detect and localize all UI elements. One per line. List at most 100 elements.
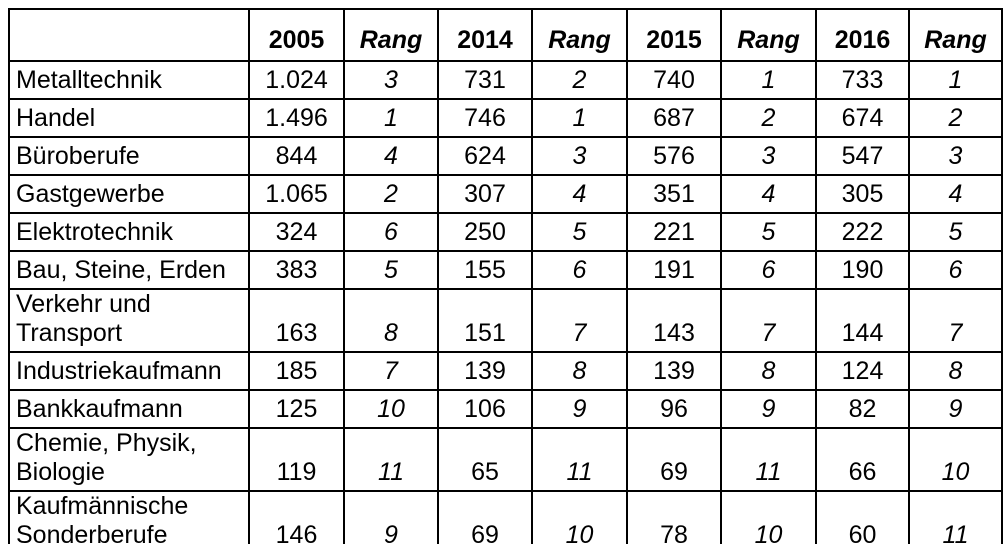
rank-value: 10	[343, 389, 439, 429]
rank-value: 7	[531, 288, 628, 353]
count-value: 674	[815, 98, 910, 138]
table-row: Gastgewerbe 1.065 2 307 4 351 4 305 4	[8, 174, 1003, 214]
header-row: 2005 Rang 2014 Rang 2015 Rang 2016 Rang	[8, 8, 1003, 62]
count-value: 687	[626, 98, 722, 138]
rank-value: 8	[343, 288, 439, 353]
rank-value: 6	[908, 250, 1003, 290]
rank-value: 8	[720, 351, 817, 391]
count-value: 60	[815, 490, 910, 544]
rank-value: 11	[908, 490, 1003, 544]
rank-value: 7	[343, 351, 439, 391]
row-label: Kaufmännische Sonderberufe	[8, 490, 250, 544]
year-column-header: 2014	[437, 8, 533, 62]
count-value: 65	[437, 427, 533, 492]
rank-value: 2	[343, 174, 439, 214]
rank-value: 4	[343, 136, 439, 176]
count-value: 119	[248, 427, 345, 492]
rank-value: 4	[908, 174, 1003, 214]
rank-value: 4	[531, 174, 628, 214]
rank-value: 1	[720, 60, 817, 100]
year-column-header: 2015	[626, 8, 722, 62]
rank-value: 9	[908, 389, 1003, 429]
rank-value: 3	[908, 136, 1003, 176]
count-value: 124	[815, 351, 910, 391]
count-value: 307	[437, 174, 533, 214]
rank-value: 5	[343, 250, 439, 290]
count-value: 624	[437, 136, 533, 176]
count-value: 324	[248, 212, 345, 252]
count-value: 740	[626, 60, 722, 100]
year-column-header: 2016	[815, 8, 910, 62]
count-value: 746	[437, 98, 533, 138]
count-value: 351	[626, 174, 722, 214]
count-value: 185	[248, 351, 345, 391]
rank-value: 1	[531, 98, 628, 138]
rank-value: 10	[531, 490, 628, 544]
count-value: 731	[437, 60, 533, 100]
rank-value: 11	[343, 427, 439, 492]
rang-column-header: Rang	[531, 8, 628, 62]
rank-value: 11	[531, 427, 628, 492]
rank-value: 6	[720, 250, 817, 290]
rank-value: 9	[531, 389, 628, 429]
count-value: 139	[626, 351, 722, 391]
count-value: 82	[815, 389, 910, 429]
count-value: 163	[248, 288, 345, 353]
count-value: 139	[437, 351, 533, 391]
rang-column-header: Rang	[720, 8, 817, 62]
row-label: Industriekaufmann	[8, 351, 250, 391]
corner-cell	[8, 8, 250, 62]
rank-value: 2	[720, 98, 817, 138]
table-row: Elektrotechnik 324 6 250 5 221 5 222 5	[8, 212, 1003, 252]
table-row: Verkehr und Transport 163 8 151 7 143 7 144 7	[8, 288, 1003, 353]
rank-value: 2	[531, 60, 628, 100]
rank-value: 5	[531, 212, 628, 252]
table-row: Bau, Steine, Erden 383 5 155 6 191 6 190 6	[8, 250, 1003, 290]
rank-value: 10	[720, 490, 817, 544]
count-value: 78	[626, 490, 722, 544]
rank-value: 5	[720, 212, 817, 252]
count-value: 250	[437, 212, 533, 252]
count-value: 190	[815, 250, 910, 290]
rank-value: 1	[908, 60, 1003, 100]
count-value: 844	[248, 136, 345, 176]
rank-value: 10	[908, 427, 1003, 492]
row-label: Büroberufe	[8, 136, 250, 176]
rank-value: 1	[343, 98, 439, 138]
row-label: Handel	[8, 98, 250, 138]
count-value: 69	[437, 490, 533, 544]
count-value: 155	[437, 250, 533, 290]
table-row: Metalltechnik 1.024 3 731 2 740 1 733 1	[8, 60, 1003, 100]
rang-column-header: Rang	[343, 8, 439, 62]
rank-value: 9	[720, 389, 817, 429]
count-value: 96	[626, 389, 722, 429]
count-value: 66	[815, 427, 910, 492]
row-label: Gastgewerbe	[8, 174, 250, 214]
rankings-table: 2005 Rang 2014 Rang 2015 Rang 2016 Rang Metallt…	[8, 8, 1003, 544]
count-value: 191	[626, 250, 722, 290]
count-value: 1.024	[248, 60, 345, 100]
rank-value: 3	[531, 136, 628, 176]
rank-value: 11	[720, 427, 817, 492]
table-row: Handel 1.496 1 746 1 687 2 674 2	[8, 98, 1003, 138]
rank-value: 7	[720, 288, 817, 353]
count-value: 305	[815, 174, 910, 214]
row-label: Bau, Steine, Erden	[8, 250, 250, 290]
row-label: Chemie, Physik, Biologie	[8, 427, 250, 492]
count-value: 69	[626, 427, 722, 492]
count-value: 146	[248, 490, 345, 544]
count-value: 144	[815, 288, 910, 353]
count-value: 222	[815, 212, 910, 252]
count-value: 143	[626, 288, 722, 353]
count-value: 125	[248, 389, 345, 429]
count-value: 733	[815, 60, 910, 100]
rank-value: 8	[908, 351, 1003, 391]
rank-value: 6	[343, 212, 439, 252]
rang-column-header: Rang	[908, 8, 1003, 62]
count-value: 1.496	[248, 98, 345, 138]
rank-value: 3	[343, 60, 439, 100]
rank-value: 7	[908, 288, 1003, 353]
rank-value: 6	[531, 250, 628, 290]
row-label: Elektrotechnik	[8, 212, 250, 252]
